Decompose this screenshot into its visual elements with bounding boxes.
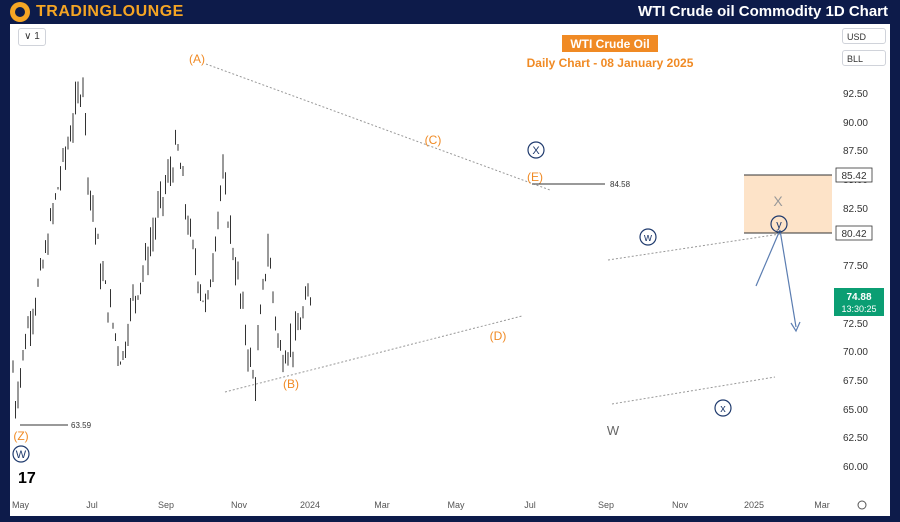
countdown: 13:30:25 bbox=[841, 304, 876, 314]
tv-logo-icon: 17 bbox=[18, 470, 36, 487]
time-tick: 2024 bbox=[300, 500, 320, 510]
arrow-head-icon bbox=[790, 321, 801, 333]
price-tick: 60.00 bbox=[843, 462, 868, 473]
wave-label-d: (D) bbox=[490, 329, 507, 343]
price-tick: 87.50 bbox=[843, 146, 868, 157]
price-chart[interactable]: WTI Crude Oil Daily Chart - 08 January 2… bbox=[10, 24, 890, 516]
wave-circle-w-small bbox=[639, 228, 657, 246]
price-tick: 65.00 bbox=[843, 405, 868, 416]
chart-title: WTI Crude Oil bbox=[570, 37, 649, 51]
wave-label-y-small: y bbox=[776, 219, 782, 231]
wave-label-x-small: x bbox=[720, 403, 726, 415]
unit-select[interactable]: BLL bbox=[842, 50, 886, 66]
wave-label-w-small: w bbox=[643, 232, 652, 244]
brand-logo: TRADINGLOUNGE bbox=[10, 2, 184, 22]
title-box bbox=[562, 35, 658, 52]
candles bbox=[12, 77, 311, 419]
wave-label-x-plain: X bbox=[773, 193, 783, 209]
logo-icon bbox=[10, 2, 30, 22]
wave-label-w-circle: W bbox=[16, 449, 27, 461]
chart-panel: ∨ 1 USD BLL WTI Crude Oil Daily Chart - … bbox=[10, 24, 890, 516]
wave-label-c: (C) bbox=[425, 133, 442, 147]
interval-button[interactable]: ∨ 1 bbox=[18, 28, 46, 46]
price-tick: 70.00 bbox=[843, 347, 868, 358]
chart-subtitle: Daily Chart - 08 January 2025 bbox=[527, 56, 694, 70]
low-marker-label: 63.59 bbox=[71, 421, 92, 430]
projection-down bbox=[779, 229, 797, 328]
time-tick: 2025 bbox=[744, 500, 764, 510]
high-marker-label: 84.58 bbox=[610, 180, 631, 189]
price-tick: 92.50 bbox=[843, 89, 868, 100]
price-scale: 92.50 90.00 87.50 85.00 82.50 77.50 72.5… bbox=[834, 89, 884, 473]
price-tick: 77.50 bbox=[843, 261, 868, 272]
wave-label-x-big: X bbox=[532, 145, 540, 157]
time-axis: May Jul Sep Nov 2024 Mar May Jul Sep Nov… bbox=[12, 500, 867, 510]
wave-circle-w bbox=[12, 445, 30, 463]
page-title: WTI Crude oil Commodity 1D Chart bbox=[637, 3, 888, 20]
currency-select[interactable]: USD bbox=[842, 28, 886, 44]
wave-circle-x-small bbox=[714, 399, 732, 417]
time-tick: Nov bbox=[231, 500, 248, 510]
time-tick: Jul bbox=[524, 500, 536, 510]
wave-label-e: (E) bbox=[527, 170, 543, 184]
price-tick: 62.50 bbox=[843, 433, 868, 444]
time-tick: Mar bbox=[374, 500, 390, 510]
time-tick: Sep bbox=[158, 500, 174, 510]
zone-bottom-badge bbox=[835, 225, 873, 241]
time-tick: Mar bbox=[814, 500, 830, 510]
price-tick: 90.00 bbox=[843, 118, 868, 129]
time-tick: Nov bbox=[672, 500, 689, 510]
settings-gear-icon[interactable] bbox=[857, 500, 867, 510]
trendline-lower-triangle bbox=[224, 315, 523, 393]
logo-text: TRADINGLOUNGE bbox=[36, 3, 184, 20]
trendline-upper-channel bbox=[607, 233, 781, 261]
price-tick: 67.50 bbox=[843, 376, 868, 387]
zone-top-price: 85.42 bbox=[841, 171, 866, 182]
wave-label-a: (A) bbox=[189, 52, 205, 66]
time-tick: May bbox=[12, 500, 30, 510]
price-tick: 72.50 bbox=[843, 319, 868, 330]
price-tick: 82.50 bbox=[843, 204, 868, 215]
top-banner: TRADINGLOUNGE WTI Crude oil Commodity 1D… bbox=[0, 0, 900, 24]
wave-circle-x bbox=[527, 141, 545, 159]
wave-label-w-plain: W bbox=[607, 423, 620, 438]
time-tick: Jul bbox=[86, 500, 98, 510]
wave-label-z: (Z) bbox=[13, 429, 28, 443]
zone-bottom-price: 80.42 bbox=[841, 229, 866, 240]
trendline-lower-channel bbox=[611, 376, 776, 405]
projection-up bbox=[755, 229, 781, 287]
trendline-upper-triangle bbox=[205, 63, 551, 191]
current-price: 74.88 bbox=[846, 292, 871, 303]
target-zone bbox=[744, 175, 832, 233]
wave-circle-y-small bbox=[770, 215, 788, 233]
zone-top-badge bbox=[835, 167, 873, 183]
time-tick: Sep bbox=[598, 500, 614, 510]
time-tick: May bbox=[447, 500, 465, 510]
wave-label-b: (B) bbox=[283, 377, 299, 391]
current-price-badge bbox=[834, 288, 884, 316]
